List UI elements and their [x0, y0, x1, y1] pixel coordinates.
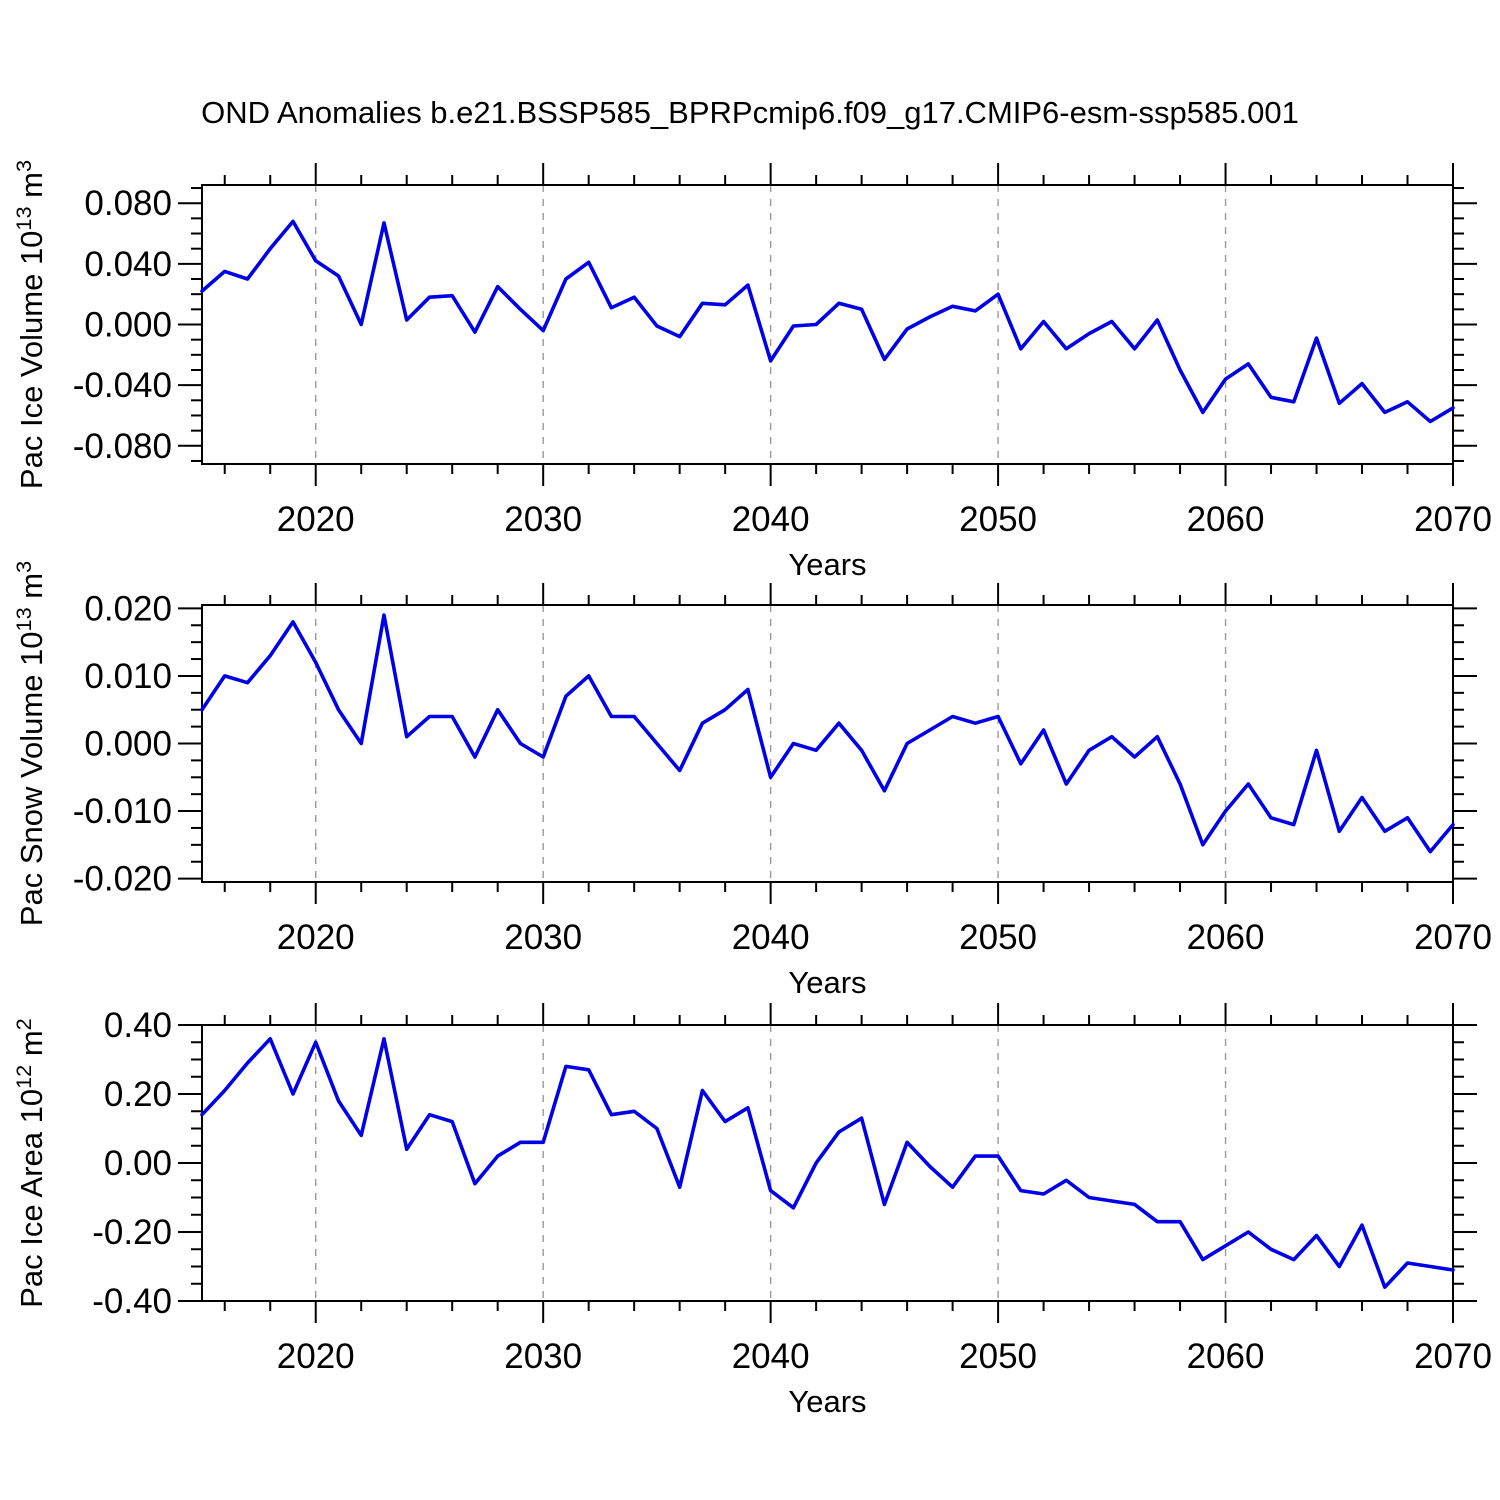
y-tick-label: -0.010	[73, 792, 172, 831]
chart-title: OND Anomalies b.e21.BSSP585_BPRPcmip6.f0…	[201, 95, 1299, 130]
x-axis-title: Years	[788, 1384, 866, 1419]
data-line-pac-snow-volume	[200, 613, 1455, 854]
panel-pac-ice-area: 2020 2030 2040 2050 2060 2070 Years 0.40 0.20 0.0…	[11, 1003, 1492, 1419]
x-tick-label: 2050	[959, 500, 1037, 539]
x-tick-label: 2040	[732, 500, 810, 539]
x-tick-label: 2020	[277, 918, 355, 957]
panel-pac-ice-volume: 2020 2030 2040 2050 2060 2070 Years 0.080 0.040 0…	[11, 160, 1492, 582]
x-axis-title: Years	[788, 547, 866, 582]
y-tick-label: 0.000	[84, 306, 172, 345]
x-tick-label: 2040	[732, 1337, 810, 1376]
x-tick-label: 2070	[1414, 918, 1492, 957]
y-tick-label: 0.040	[84, 245, 172, 284]
x-tick-label: 2070	[1414, 1337, 1492, 1376]
y-tick-label: -0.020	[73, 860, 172, 899]
y-tick-label: 0.020	[84, 589, 172, 628]
x-tick-label: 2030	[504, 500, 582, 539]
x-axis-title: Years	[788, 965, 866, 1000]
y-tick-label: -0.040	[73, 366, 172, 405]
x-tick-label: 2020	[277, 500, 355, 539]
gridlines	[315, 605, 1227, 882]
x-tick-label: 2060	[1187, 500, 1265, 539]
y-axis-title: Pac Ice Volume 1013 m3	[11, 160, 49, 489]
plot-box	[201, 1024, 1454, 1302]
y-axis-title: Pac Snow Volume 1013 m3	[11, 561, 49, 926]
x-tick-label: 2030	[504, 1337, 582, 1376]
y-tick-label: 0.00	[104, 1144, 172, 1183]
y-tick-label: 0.010	[84, 657, 172, 696]
y-tick-label: 0.080	[84, 184, 172, 223]
gridlines	[315, 185, 1227, 464]
data-line-pac-ice-area	[200, 1037, 1455, 1289]
x-tick-label: 2020	[277, 1337, 355, 1376]
axis-ticks	[178, 1003, 1477, 1323]
y-tick-label: -0.40	[92, 1282, 172, 1321]
x-tick-label: 2040	[732, 918, 810, 957]
y-tick-label: 0.40	[104, 1006, 172, 1045]
axis-ticks	[178, 163, 1477, 486]
plot-box	[201, 184, 1454, 465]
x-tick-label: 2050	[959, 1337, 1037, 1376]
y-tick-label: 0.000	[84, 725, 172, 764]
plot-box	[201, 604, 1454, 883]
y-tick-label: 0.20	[104, 1075, 172, 1114]
x-tick-label: 2030	[504, 918, 582, 957]
y-axis-title: Pac Ice Area 1012 m2	[11, 1018, 49, 1308]
y-tick-label: -0.080	[73, 427, 172, 466]
axis-ticks	[178, 583, 1477, 904]
x-tick-label: 2060	[1187, 1337, 1265, 1376]
gridlines	[315, 1025, 1227, 1301]
data-line-pac-ice-volume	[200, 219, 1455, 424]
x-tick-label: 2050	[959, 918, 1037, 957]
x-tick-label: 2060	[1187, 918, 1265, 957]
y-tick-label: -0.20	[92, 1213, 172, 1252]
x-tick-label: 2070	[1414, 500, 1492, 539]
panel-pac-snow-volume: 2020 2030 2040 2050 2060 2070 Years 0.020 0.010 0…	[11, 561, 1492, 1000]
